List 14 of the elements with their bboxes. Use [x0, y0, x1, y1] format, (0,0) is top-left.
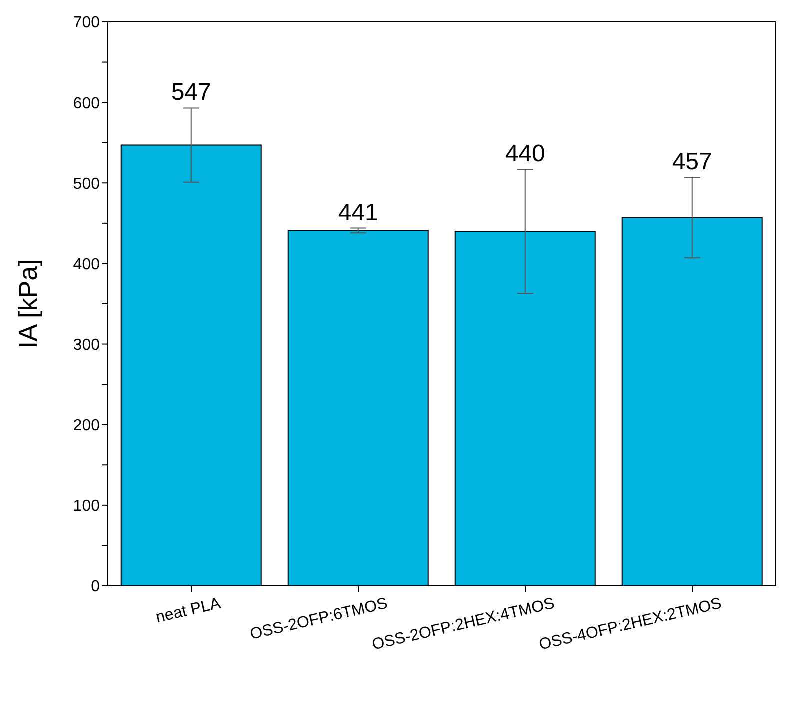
- y-tick-label: 300: [73, 336, 100, 354]
- y-axis-title: IA [kPa]: [13, 259, 44, 349]
- data-label: 547: [171, 79, 212, 106]
- y-tick-label: 0: [91, 578, 100, 596]
- y-tick-label: 400: [73, 256, 100, 274]
- data-label: 440: [505, 140, 546, 168]
- y-tick-label: 700: [73, 14, 100, 32]
- x-tick-label: neat PLA: [154, 595, 223, 627]
- y-tick-label: 600: [73, 95, 100, 112]
- y-tick-label: 500: [73, 176, 100, 193]
- data-label: 441: [338, 199, 378, 226]
- y-tick-label: 200: [73, 418, 100, 435]
- data-label: 457: [672, 148, 712, 176]
- y-tick-label: 100: [73, 498, 100, 516]
